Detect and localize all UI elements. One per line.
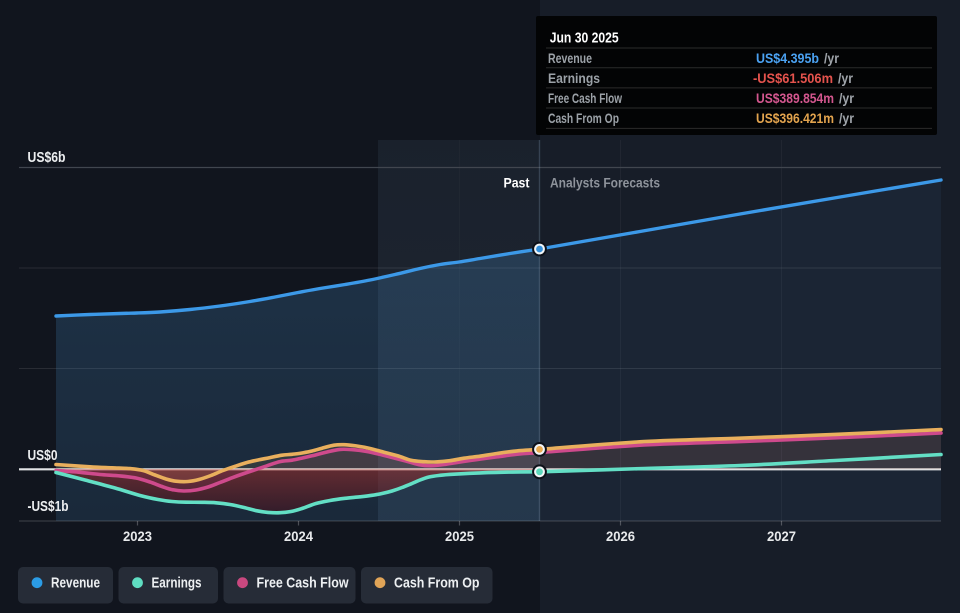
svg-text:2025: 2025 bbox=[445, 528, 474, 544]
svg-text:Revenue: Revenue bbox=[51, 575, 100, 592]
svg-text:Cash From Op: Cash From Op bbox=[548, 110, 619, 126]
svg-text:US$0: US$0 bbox=[28, 448, 58, 464]
svg-text:Jun 30 2025: Jun 30 2025 bbox=[550, 30, 619, 47]
svg-text:Free Cash Flow: Free Cash Flow bbox=[548, 90, 622, 106]
svg-text:Earnings: Earnings bbox=[152, 575, 202, 592]
svg-text:/yr: /yr bbox=[838, 71, 854, 86]
svg-text:2026: 2026 bbox=[606, 528, 635, 544]
svg-text:Analysts Forecasts: Analysts Forecasts bbox=[550, 175, 660, 191]
svg-text:US$6b: US$6b bbox=[28, 150, 66, 166]
svg-text:/yr: /yr bbox=[824, 51, 840, 66]
svg-text:/yr: /yr bbox=[839, 91, 855, 106]
svg-text:Cash From Op: Cash From Op bbox=[394, 575, 480, 592]
svg-text:US$396.421m: US$396.421m bbox=[756, 110, 834, 126]
svg-text:2027: 2027 bbox=[767, 528, 796, 544]
svg-text:/yr: /yr bbox=[839, 111, 855, 126]
svg-text:US$4.395b: US$4.395b bbox=[756, 50, 819, 66]
svg-text:US$389.854m: US$389.854m bbox=[756, 90, 834, 106]
svg-text:Revenue: Revenue bbox=[548, 50, 592, 66]
svg-text:2024: 2024 bbox=[284, 528, 313, 544]
svg-text:-US$1b: -US$1b bbox=[28, 499, 69, 515]
svg-text:2023: 2023 bbox=[123, 528, 152, 544]
svg-text:Earnings: Earnings bbox=[548, 70, 600, 86]
svg-text:Past: Past bbox=[504, 175, 530, 191]
svg-text:-US$61.506m: -US$61.506m bbox=[753, 70, 833, 86]
svg-text:Free Cash Flow: Free Cash Flow bbox=[257, 575, 349, 592]
